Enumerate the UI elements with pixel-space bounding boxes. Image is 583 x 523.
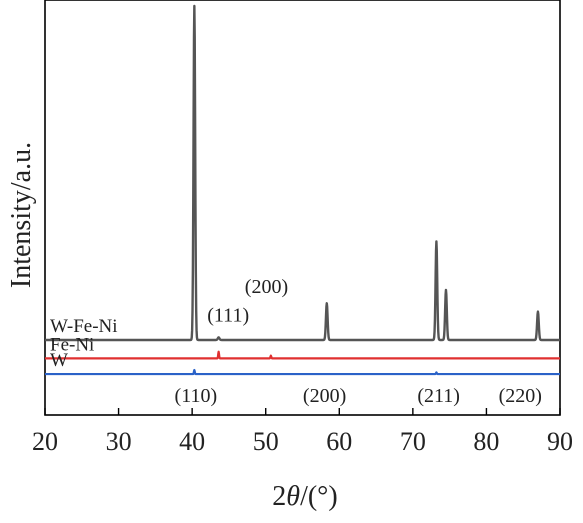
plane-label: (200) — [303, 385, 346, 407]
plane-label: (211) — [417, 385, 460, 407]
series-curves — [44, 4, 561, 376]
x-tick-label: 70 — [400, 427, 426, 456]
x-tick-label: 80 — [473, 427, 499, 456]
plot-frame — [44, 0, 561, 416]
plane-labels: (111) (200) (110) (200) (211) (220) — [175, 276, 542, 407]
series-line-w — [44, 368, 561, 376]
series-name-label: W — [50, 350, 68, 371]
series-name-label: Fe-Ni — [50, 334, 94, 355]
x-axis-title-prefix: 2 — [272, 481, 286, 512]
series-line-w-fe-ni — [44, 4, 561, 342]
x-axis-title: 2θ/(°) — [272, 481, 337, 512]
x-tick-label: 50 — [253, 427, 279, 456]
x-tick-label: 20 — [32, 427, 58, 456]
plane-label: (110) — [175, 385, 218, 407]
series-name-label: W-Fe-Ni — [50, 316, 118, 337]
x-tick-label: 30 — [106, 427, 132, 456]
x-axis-title-suffix: /(°) — [300, 481, 338, 512]
x-ticks: 20 30 40 50 60 70 80 90 — [32, 408, 573, 456]
x-axis-title-variable: θ — [286, 481, 300, 512]
x-tick-label: 40 — [179, 427, 205, 456]
x-tick-label: 60 — [326, 427, 352, 456]
plane-label: (220) — [499, 385, 542, 407]
x-tick-label: 90 — [547, 427, 573, 456]
y-axis-title: Intensity/a.u. — [6, 142, 37, 288]
plane-label: (200) — [245, 276, 288, 298]
series-line-fe-ni — [44, 350, 561, 360]
plane-label: (111) — [207, 305, 249, 327]
